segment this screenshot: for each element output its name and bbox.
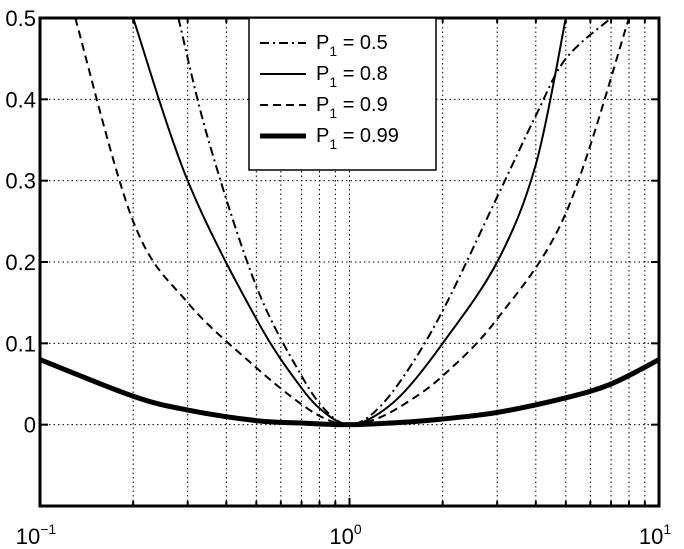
- y-tick-label: 0.3: [5, 169, 36, 194]
- y-tick-label: 0.1: [5, 331, 36, 356]
- x-tick-label: 10−1: [16, 521, 57, 549]
- legend-label-1: P1 = 0.8: [316, 63, 388, 90]
- y-tick-label: 0.2: [5, 250, 36, 275]
- series-line-2: [74, 18, 630, 426]
- legend: P1 = 0.5 P1 = 0.8 P1 = 0.9 P1 = 0.99: [248, 17, 437, 171]
- legend-label-0: P1 = 0.5: [316, 32, 388, 59]
- y-tick-label: 0.5: [5, 6, 36, 31]
- y-tick-label: 0: [24, 413, 36, 438]
- x-tick-label: 100: [329, 521, 361, 549]
- tick-labels: 0 0.1 0.2 0.3 0.4 0.5 10−1 100 101: [5, 6, 671, 549]
- series-layer: [40, 18, 659, 428]
- y-tick-label: 0.4: [5, 87, 36, 112]
- legend-label-3: P1 = 0.99: [316, 125, 399, 152]
- legend-label-2: P1 = 0.9: [316, 94, 388, 121]
- series-line-3: [40, 357, 659, 428]
- x-tick-label: 101: [639, 521, 671, 549]
